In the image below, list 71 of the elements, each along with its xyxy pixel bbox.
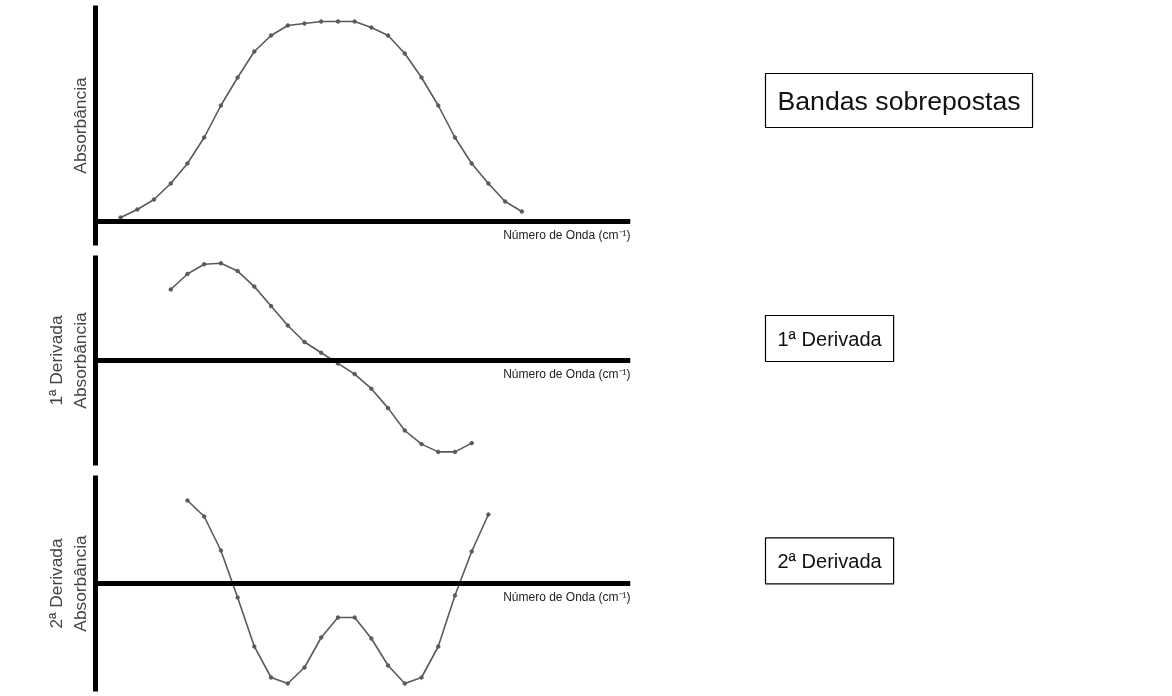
point xyxy=(435,103,441,108)
point xyxy=(369,636,374,641)
point xyxy=(335,615,341,620)
point xyxy=(369,25,374,30)
point xyxy=(318,19,324,24)
point xyxy=(302,21,307,26)
point xyxy=(452,449,458,455)
point xyxy=(469,161,474,166)
point xyxy=(385,405,391,411)
point xyxy=(435,644,441,649)
point xyxy=(385,663,391,668)
point xyxy=(402,428,408,433)
point xyxy=(335,19,341,24)
point xyxy=(302,665,307,670)
y-axis-title: Absorbância xyxy=(69,76,90,174)
point xyxy=(185,271,190,277)
point xyxy=(352,615,357,620)
point xyxy=(235,268,240,274)
point xyxy=(168,287,173,292)
point xyxy=(168,181,173,186)
text: 2ª Derivada xyxy=(777,549,883,572)
point xyxy=(235,595,240,600)
text: 1ª Derivada xyxy=(777,327,883,350)
y-axis-title: 1ª Derivada Absorbância xyxy=(45,311,90,409)
point xyxy=(252,644,257,649)
point xyxy=(419,75,424,80)
point xyxy=(452,593,458,598)
y-axis-title: 2ª Derivada Absorbância xyxy=(45,534,90,632)
x-axis-title: Número de Onda (cm⁻¹) xyxy=(503,227,631,242)
point xyxy=(352,371,357,377)
point xyxy=(435,449,441,455)
point xyxy=(285,681,291,686)
point xyxy=(235,75,240,80)
point xyxy=(218,548,224,553)
point xyxy=(118,215,123,220)
point xyxy=(252,49,257,54)
point xyxy=(486,512,491,517)
point xyxy=(352,19,357,24)
point xyxy=(419,441,424,447)
x-axis-title: Número de Onda (cm⁻¹) xyxy=(503,589,631,604)
point xyxy=(185,161,190,166)
point xyxy=(452,135,458,140)
point xyxy=(268,303,274,309)
point xyxy=(268,675,274,680)
point xyxy=(218,103,224,108)
point xyxy=(486,181,491,186)
point xyxy=(318,635,324,640)
point xyxy=(469,549,474,554)
point xyxy=(201,262,207,267)
point xyxy=(469,440,474,446)
point xyxy=(135,207,140,212)
text: Bandas sobrepostas xyxy=(777,85,1021,116)
point xyxy=(285,323,291,328)
point xyxy=(185,498,190,503)
x-axis-title: Número de Onda (cm⁻¹) xyxy=(503,366,631,381)
point xyxy=(218,261,224,266)
point xyxy=(201,514,207,519)
point xyxy=(302,339,307,345)
point xyxy=(285,23,291,28)
point xyxy=(268,33,274,38)
point xyxy=(369,386,374,391)
point xyxy=(402,681,408,686)
point xyxy=(385,33,391,38)
point xyxy=(252,284,257,289)
point xyxy=(502,199,508,204)
point xyxy=(402,51,408,56)
point xyxy=(519,209,525,214)
point xyxy=(201,135,207,140)
point xyxy=(151,197,157,202)
point xyxy=(419,675,424,680)
point xyxy=(318,350,324,355)
